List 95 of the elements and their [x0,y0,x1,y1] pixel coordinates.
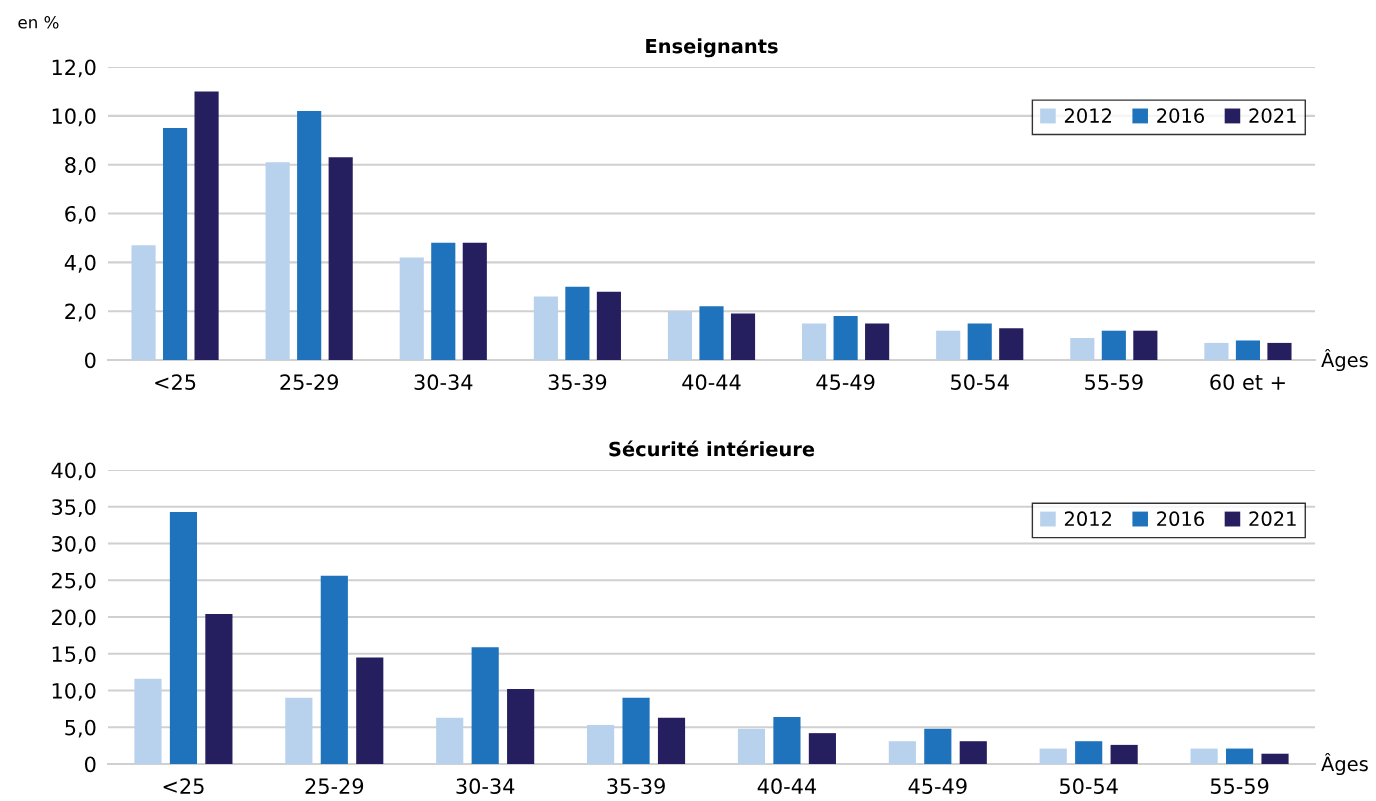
y-tick-label: 12,0 [52,59,96,78]
chart-title: Sécurité intérieure [609,440,815,457]
x-axis-title: Âges [1321,752,1368,776]
bar [833,316,858,360]
bar [462,242,487,360]
bar [565,286,590,360]
bar [587,725,615,764]
y-tick-label: 10,0 [52,682,96,701]
x-tick-label: <25 [163,778,204,795]
bar [1235,340,1261,360]
x-axis-title: Âges [1321,348,1368,372]
bar [265,162,290,360]
x-tick-label: 35-39 [548,374,607,391]
bar [667,311,693,360]
bar [1110,744,1138,764]
x-tick-label: 60 et + [1210,374,1285,391]
bar [865,323,890,360]
bar [657,717,686,764]
bar [622,697,650,764]
bar [533,296,558,360]
bar [802,323,827,360]
x-tick-label: 45-49 [908,778,967,795]
x-tick-label: <25 [155,374,196,391]
bar [431,242,456,360]
bar [356,657,384,764]
bar [205,614,233,764]
x-tick-label: 25-29 [305,778,364,795]
legend-label: 2016 [1157,511,1205,527]
legend-label: 2016 [1157,108,1205,123]
legend-label: 2021 [1249,108,1296,123]
bar [399,257,424,360]
bar [320,575,348,764]
y-tick-label: 30,0 [52,535,96,554]
bar [1204,342,1229,360]
bar [194,91,219,360]
bar [1267,342,1292,360]
bar [507,689,535,764]
y-tick-label: 5,0 [65,719,96,738]
x-tick-label: 40-44 [757,778,817,795]
bar [1225,748,1254,764]
bar [596,291,621,360]
bar [297,110,322,360]
y-tick-label: 0 [85,352,96,369]
x-tick-label: 40-44 [682,374,741,391]
y-tick-label: 2,0 [65,303,96,322]
legend-label: 2021 [1249,511,1296,527]
y-tick-label: 4,0 [64,254,96,273]
bar [1261,753,1289,764]
bar [699,306,724,360]
bar [737,728,766,764]
x-tick-label: 25-29 [280,374,338,391]
bar [1075,741,1103,764]
bar [1101,330,1126,360]
bar [285,697,313,764]
bar [924,728,952,764]
bar [888,741,916,764]
x-tick-label: 35-39 [607,778,665,795]
legend-label: 2012 [1064,511,1112,527]
bar [1133,330,1158,360]
bar [773,716,801,764]
bar [936,330,961,360]
bar [471,647,499,764]
bar [967,323,992,360]
y-tick-label: 35,0 [52,499,96,518]
bar [999,328,1024,360]
y-tick-label: 40,0 [51,462,96,481]
bar [959,741,987,764]
y-tick-label: 20,0 [52,609,96,628]
x-tick-label: 55-59 [1210,778,1269,795]
y-tick-label: 15,0 [52,646,96,665]
x-tick-label: 50-54 [951,374,1009,391]
bar [328,157,353,360]
bar [169,511,198,764]
x-tick-label: 50-54 [1060,778,1118,795]
bar [808,733,836,764]
y-tick-label: 25,0 [52,572,96,591]
bar [131,245,156,360]
y-tick-label: 8,0 [65,157,96,175]
x-tick-label: 30-34 [414,374,473,391]
chart-title: Enseignants [646,38,778,58]
y-axis-title: en % [18,16,59,29]
bar [134,678,162,764]
bar [436,717,464,764]
bar [1190,748,1218,764]
y-tick-label: 10,0 [52,108,96,127]
bar [1039,748,1067,764]
bar [162,128,188,360]
legend-label: 2012 [1064,108,1112,123]
x-tick-label: 45-49 [816,374,875,391]
bar [1070,338,1095,360]
y-tick-label: 0 [85,756,96,773]
x-tick-label: 55-59 [1085,374,1143,391]
y-tick-label: 6,0 [65,205,96,224]
x-tick-label: 30-34 [456,778,515,795]
bar [730,313,756,360]
